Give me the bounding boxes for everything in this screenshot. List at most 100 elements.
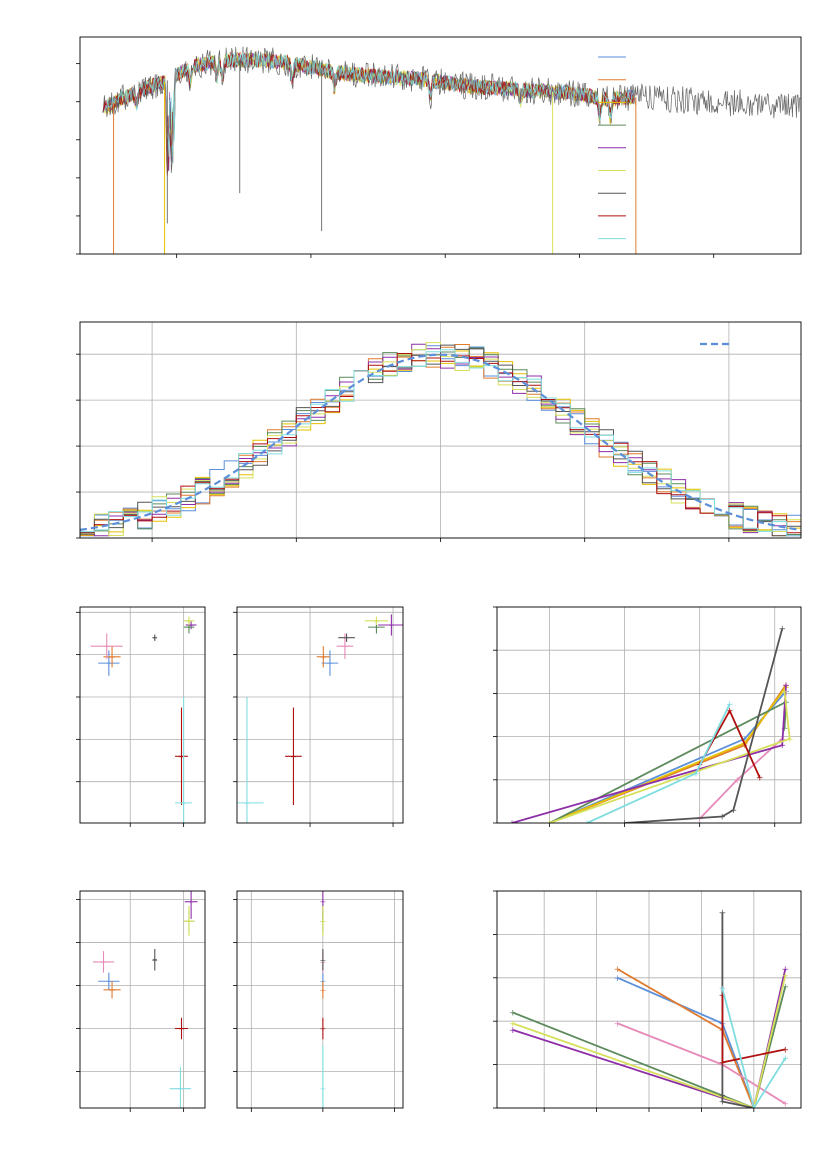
- point-marker: +: [109, 986, 116, 995]
- weight-marker: +: [546, 819, 554, 829]
- axes-frame: [79, 321, 802, 539]
- weight-marker: +: [583, 819, 591, 829]
- axes-mass-vs-EBV: +++++++++: [233, 890, 404, 1112]
- weight-marker: +: [781, 724, 789, 734]
- errorbar-point: +: [184, 891, 198, 919]
- errorbar-point: +: [320, 906, 327, 937]
- point-marker: +: [320, 956, 327, 965]
- errorbar-point: +: [183, 906, 195, 937]
- point-marker: +: [188, 621, 195, 630]
- point-marker: +: [320, 1085, 327, 1094]
- weight-marker: +: [621, 819, 629, 829]
- errorbar-point: +: [320, 1045, 327, 1108]
- weight-marker: +: [719, 1058, 727, 1068]
- errorbar-point: +: [364, 616, 389, 626]
- point-marker: +: [343, 634, 350, 643]
- weight-marker: +: [546, 819, 554, 829]
- weight-marker: +: [509, 1019, 517, 1029]
- errorbar-point: +: [320, 949, 327, 971]
- axes-age-vs-Z: +++++++++: [76, 606, 206, 827]
- weight-line: [617, 968, 755, 1108]
- weight-marker: +: [546, 819, 554, 829]
- point-marker: +: [327, 659, 334, 668]
- weight-line: [624, 628, 784, 823]
- plot-area-weight-vs-Z: ++++++++++++++++++++++++++++: [509, 909, 790, 1114]
- point-marker: +: [320, 653, 327, 662]
- plot-area-residuals: [80, 342, 801, 538]
- point-marker: +: [180, 799, 187, 808]
- weight-line: [617, 976, 755, 1108]
- axes-mass-vs-Z: +++++++++: [76, 890, 206, 1112]
- errorbar-point: +: [151, 949, 158, 971]
- weight-marker: +: [782, 982, 790, 992]
- gaussian-curve: [80, 353, 801, 531]
- errorbar-point: +: [92, 951, 115, 973]
- errorbar-point: +: [175, 707, 188, 805]
- spectrum-line: [104, 52, 636, 164]
- weight-marker: +: [719, 991, 727, 1001]
- weight-line: [586, 703, 731, 823]
- point-marker: +: [320, 986, 327, 995]
- errorbar-point: +: [185, 620, 197, 630]
- point-marker: +: [388, 621, 395, 630]
- weight-marker: +: [719, 985, 727, 995]
- axes-frame: [236, 606, 404, 824]
- errorbar-point: +: [98, 650, 120, 676]
- errorbar-point: +: [151, 634, 158, 643]
- errorbar-point: +: [378, 614, 403, 636]
- errorbar-point: +: [175, 1017, 188, 1040]
- axes-spectrum: [76, 36, 802, 258]
- errorbar-point: +: [175, 697, 193, 823]
- point-marker: +: [109, 653, 116, 662]
- weight-marker: +: [786, 735, 794, 745]
- weight-marker: +: [614, 974, 622, 984]
- axes-frame: [79, 36, 802, 255]
- weight-marker: +: [778, 625, 786, 635]
- point-marker: +: [151, 956, 158, 965]
- weight-marker: +: [778, 741, 786, 751]
- weight-line: [721, 912, 754, 1108]
- point-marker: +: [105, 977, 112, 986]
- weight-marker: +: [733, 776, 741, 786]
- errorbar-point: +: [338, 633, 355, 643]
- weight-line: [549, 691, 791, 823]
- plot-area-weight-vs-age: +++++++++++++++++++++++++++++++: [508, 625, 794, 829]
- errorbar-point: +: [321, 650, 339, 676]
- weight-line: [512, 968, 787, 1108]
- point-marker: +: [178, 1025, 185, 1034]
- point-marker: +: [373, 617, 380, 626]
- point-marker: +: [244, 799, 251, 808]
- axes-frame: [79, 890, 206, 1109]
- axes-weight-vs-Z: ++++++++++++++++++++++++++++: [493, 890, 802, 1114]
- point-marker: +: [320, 1025, 327, 1034]
- weight-line: [512, 975, 787, 1108]
- point-marker: +: [100, 958, 107, 967]
- weight-marker: +: [719, 1091, 727, 1101]
- errorbar-point: +: [90, 633, 123, 659]
- point-marker: +: [178, 752, 185, 761]
- plot-area-age-vs-mass: +++++++++: [237, 614, 403, 823]
- weight-marker: +: [730, 806, 738, 816]
- errorbar-point: +: [316, 646, 330, 668]
- errorbar-point: +: [320, 1017, 327, 1040]
- histogram-series: [80, 349, 801, 538]
- weight-line: [721, 995, 786, 1064]
- weight-marker: +: [509, 1026, 517, 1036]
- point-marker: +: [103, 642, 110, 651]
- plot-area-mass-vs-EBV: +++++++++: [320, 891, 327, 1108]
- point-marker: +: [320, 917, 327, 926]
- weight-marker: +: [750, 1104, 758, 1114]
- plot-area-mass-vs-Z: +++++++++: [92, 891, 198, 1108]
- axes-frame: [496, 606, 802, 824]
- point-marker: +: [188, 898, 195, 907]
- weight-marker: +: [782, 1054, 790, 1064]
- legend: [598, 56, 626, 240]
- spectrum-line: [103, 52, 636, 176]
- point-marker: +: [373, 623, 380, 632]
- weight-marker: +: [614, 965, 622, 975]
- weight-marker: +: [719, 909, 727, 919]
- point-marker: +: [186, 617, 193, 626]
- axes-residuals: [76, 321, 802, 542]
- axes-age-vs-mass: +++++++++: [233, 606, 404, 827]
- point-marker: +: [151, 634, 158, 643]
